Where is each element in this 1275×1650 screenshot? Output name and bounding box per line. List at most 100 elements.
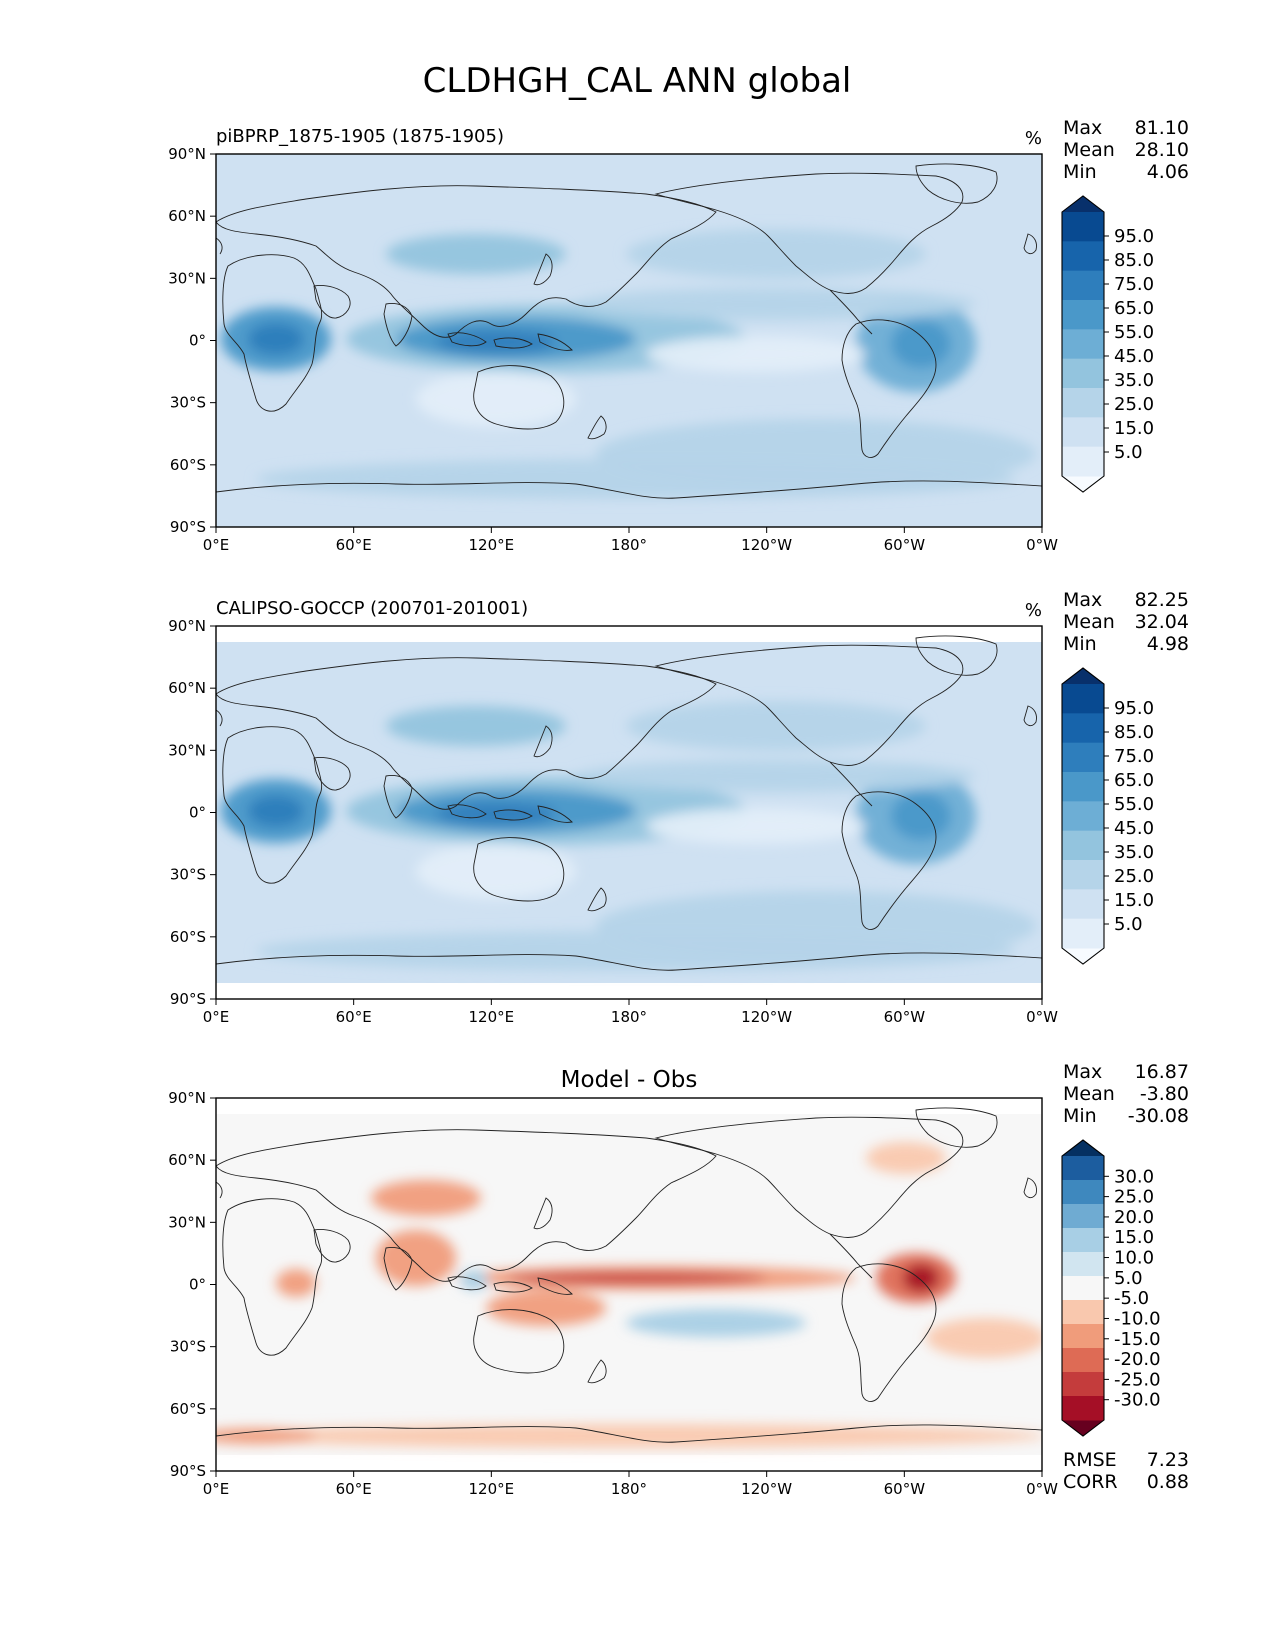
stat-value: -3.80: [1140, 1083, 1189, 1105]
contour-patch: [506, 1272, 766, 1284]
map-field: [216, 1098, 1042, 1471]
contour-patch: [486, 1290, 606, 1326]
colorbar-segment: [1062, 1156, 1104, 1181]
stat-label: Min: [1063, 1105, 1097, 1127]
contour-patch: [386, 234, 566, 274]
contour-patch: [891, 320, 951, 368]
colorbar-label: 30.0: [1114, 1166, 1154, 1187]
contour-patch: [276, 1269, 316, 1297]
stat-label: Mean: [1063, 611, 1115, 633]
contour-patch: [926, 1318, 1042, 1358]
colorbar-label: 20.0: [1114, 1207, 1154, 1228]
contour-patch: [626, 229, 926, 279]
x-tick-label: 0°E: [203, 536, 230, 554]
colorbar-label: 10.0: [1114, 1248, 1154, 1269]
x-tick-label: 180°: [611, 536, 647, 554]
contour-patch: [626, 701, 926, 751]
colorbar-label: 75.0: [1114, 274, 1154, 295]
stat-value: 81.10: [1135, 117, 1189, 139]
y-tick-label: 0°: [189, 804, 206, 822]
x-tick-label: 60°E: [336, 1480, 372, 1498]
y-tick-label: 60°N: [168, 1151, 206, 1169]
colorbar-label: 15.0: [1114, 1227, 1154, 1248]
colorbar-label: 75.0: [1114, 746, 1154, 767]
colorbar-segment: [1062, 1228, 1104, 1253]
colorbar-label: 65.0: [1114, 770, 1154, 791]
colorbar-segment: [1062, 1372, 1104, 1397]
y-tick-label: 60°S: [170, 928, 206, 946]
colorbar-outline: [1061, 667, 1105, 965]
stat-value: 4.06: [1147, 161, 1189, 183]
colorbar-label: 5.0: [1114, 1268, 1143, 1289]
y-tick-label: 0°: [189, 332, 206, 350]
colorbar-segment: [1062, 889, 1104, 920]
colorbar-segment: [1062, 801, 1104, 832]
x-tick-label: 120°W: [741, 536, 792, 554]
colorbar-segment: [1062, 1276, 1104, 1301]
colorbar-segment: [1062, 241, 1104, 272]
y-tick-label: 30°N: [168, 269, 206, 287]
colorbar-label: 35.0: [1114, 842, 1154, 863]
contour-patch: [386, 706, 566, 746]
contour-patch: [216, 1428, 316, 1444]
stat-label: Mean: [1063, 1083, 1115, 1105]
colorbar-segment: [1062, 1300, 1104, 1325]
stat-label: Min: [1063, 633, 1097, 655]
colorbar-segment: [1062, 1180, 1104, 1205]
x-tick-label: 120°E: [469, 1008, 515, 1026]
x-tick-label: 0°W: [1026, 1008, 1058, 1026]
colorbar-segment: [1062, 1324, 1104, 1349]
colorbar-label: 95.0: [1114, 226, 1154, 247]
colorbar-label: 85.0: [1114, 722, 1154, 743]
colorbar-label: 25.0: [1114, 1187, 1154, 1208]
missing-band-south: [216, 1455, 1042, 1471]
missing-band-north: [216, 626, 1042, 642]
colorbar-label: -25.0: [1114, 1369, 1161, 1390]
contour-patch: [436, 330, 556, 354]
stat-label: Min: [1063, 161, 1097, 183]
y-tick-label: 60°S: [170, 1400, 206, 1418]
contour-patch: [376, 1230, 456, 1286]
colorbar-segment: [1062, 742, 1104, 773]
colorbar-segment: [1062, 918, 1104, 949]
y-tick-label: 60°N: [168, 207, 206, 225]
stat-label: Max: [1063, 1061, 1102, 1083]
units-label: %: [1025, 600, 1042, 621]
contour-patch: [436, 802, 556, 826]
y-tick-label: 90°N: [168, 145, 206, 163]
map-field: [216, 626, 1042, 999]
colorbar: 30.025.020.015.010.05.0-5.0-10.0-15.0-20…: [1061, 1139, 1161, 1437]
x-tick-label: 120°E: [469, 1480, 515, 1498]
colorbar-segment: [1062, 329, 1104, 360]
colorbar-label: -30.0: [1114, 1390, 1161, 1411]
stat-label: Mean: [1063, 139, 1115, 161]
x-tick-label: 120°W: [741, 1008, 792, 1026]
panel-title: Model - Obs: [561, 1067, 698, 1093]
colorbar-segment: [1062, 1396, 1104, 1421]
y-tick-label: 30°S: [170, 394, 206, 412]
contour-patch: [646, 808, 866, 844]
x-tick-label: 180°: [611, 1480, 647, 1498]
x-tick-label: 60°E: [336, 536, 372, 554]
stat-value: 7.23: [1147, 1449, 1189, 1471]
y-tick-label: 90°S: [170, 1462, 206, 1480]
panel-test: 0°E 60°E 120°E 180° 120°W 60°W 0°W 90°N 60°N 30°N…: [168, 117, 1189, 554]
colorbar-label: 95.0: [1114, 698, 1154, 719]
contour-patch: [891, 792, 951, 840]
y-tick-label: 30°S: [170, 1338, 206, 1356]
colorbar-segment: [1062, 417, 1104, 448]
y-tick-label: 90°S: [170, 518, 206, 536]
contour-patch: [576, 760, 976, 792]
contour-patch: [256, 931, 1016, 971]
panel-reference: 0°E 60°E 120°E 180° 120°W 60°W 0°W 90°N 60°N 30°N…: [168, 589, 1189, 1026]
contour-patch: [248, 323, 304, 355]
x-tick-label: 60°W: [884, 536, 926, 554]
stat-value: 28.10: [1135, 139, 1189, 161]
colorbar: 95.0 85.0 75.0 65.0 55.0 45.0 35.0 25.0 15.0 5.0: [1061, 195, 1154, 493]
y-tick-label: 30°S: [170, 866, 206, 884]
figure-title: CLDHGH_CAL ANN global: [423, 61, 852, 101]
colorbar-extend-min: [1062, 948, 1104, 964]
colorbar-segment: [1062, 212, 1104, 242]
missing-band-south: [216, 983, 1042, 999]
